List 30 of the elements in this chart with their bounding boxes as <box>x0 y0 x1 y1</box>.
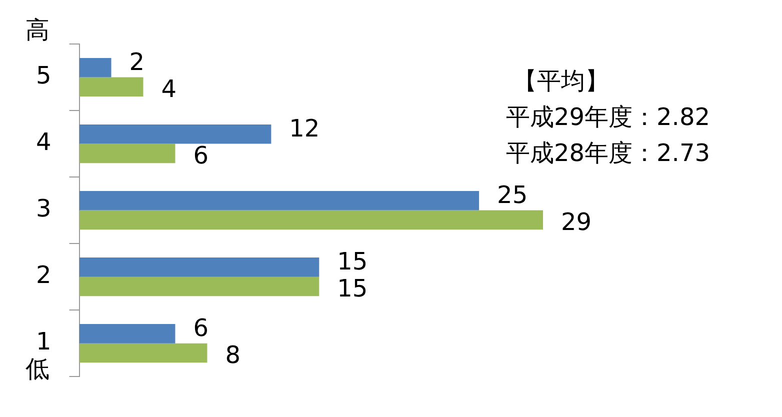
annotation: 平成28年度：2.73 <box>506 139 710 168</box>
data-label: 8 <box>225 341 240 370</box>
bar <box>79 124 272 144</box>
bar <box>79 258 320 277</box>
bar <box>79 210 544 230</box>
data-label: 15 <box>337 274 368 303</box>
bar <box>79 77 144 97</box>
bar <box>79 276 320 296</box>
y-tick-label: 2 <box>36 261 52 290</box>
data-label: 29 <box>561 208 592 236</box>
y-tick-label: 4 <box>36 128 52 156</box>
y-tick-label: 1 <box>36 328 52 356</box>
text: 高 <box>25 16 50 44</box>
data-label: 25 <box>497 180 528 209</box>
annotation: 平成29年度：2.82 <box>506 103 710 132</box>
data-label: 2 <box>129 48 145 76</box>
bar <box>79 58 112 78</box>
y-tick-label: 5 <box>36 61 52 90</box>
data-label: 6 <box>193 142 208 170</box>
annotation: 【平均】 <box>513 67 609 96</box>
data-label: 4 <box>161 75 177 104</box>
bar <box>79 324 176 344</box>
y-tick-label: 3 <box>36 194 52 223</box>
bar <box>79 144 176 164</box>
data-label: 6 <box>193 314 208 342</box>
bar <box>79 191 480 210</box>
bar <box>79 343 208 363</box>
data-label: 15 <box>337 247 368 276</box>
data-label: 12 <box>289 114 320 142</box>
text: 低 <box>25 354 50 383</box>
